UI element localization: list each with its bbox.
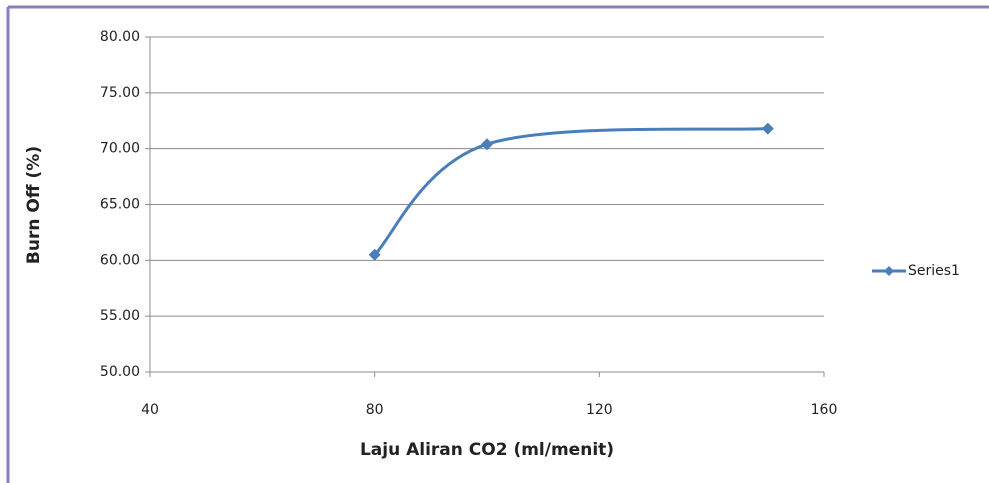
y-axis-title: Burn Off (%) (24, 146, 44, 264)
y-tick-label: 60.00 (100, 252, 140, 268)
y-tick-label: 75.00 (100, 85, 140, 101)
x-tick-label: 160 (811, 402, 838, 418)
y-tick-label: 65.00 (100, 197, 140, 213)
chart: Laju Aliran CO2 (ml/menit) Burn Off (%) … (0, 0, 989, 483)
x-tick-label: 120 (586, 402, 613, 418)
x-axis-title: Laju Aliran CO2 (ml/menit) (360, 440, 614, 460)
x-tick-label: 80 (366, 402, 384, 418)
y-tick-label: 55.00 (100, 308, 140, 324)
y-tick-label: 50.00 (100, 364, 140, 380)
x-tick-label: 40 (141, 402, 159, 418)
y-tick-label: 70.00 (100, 141, 140, 157)
y-tick-label: 80.00 (100, 29, 140, 45)
legend-label: Series1 (908, 263, 960, 279)
